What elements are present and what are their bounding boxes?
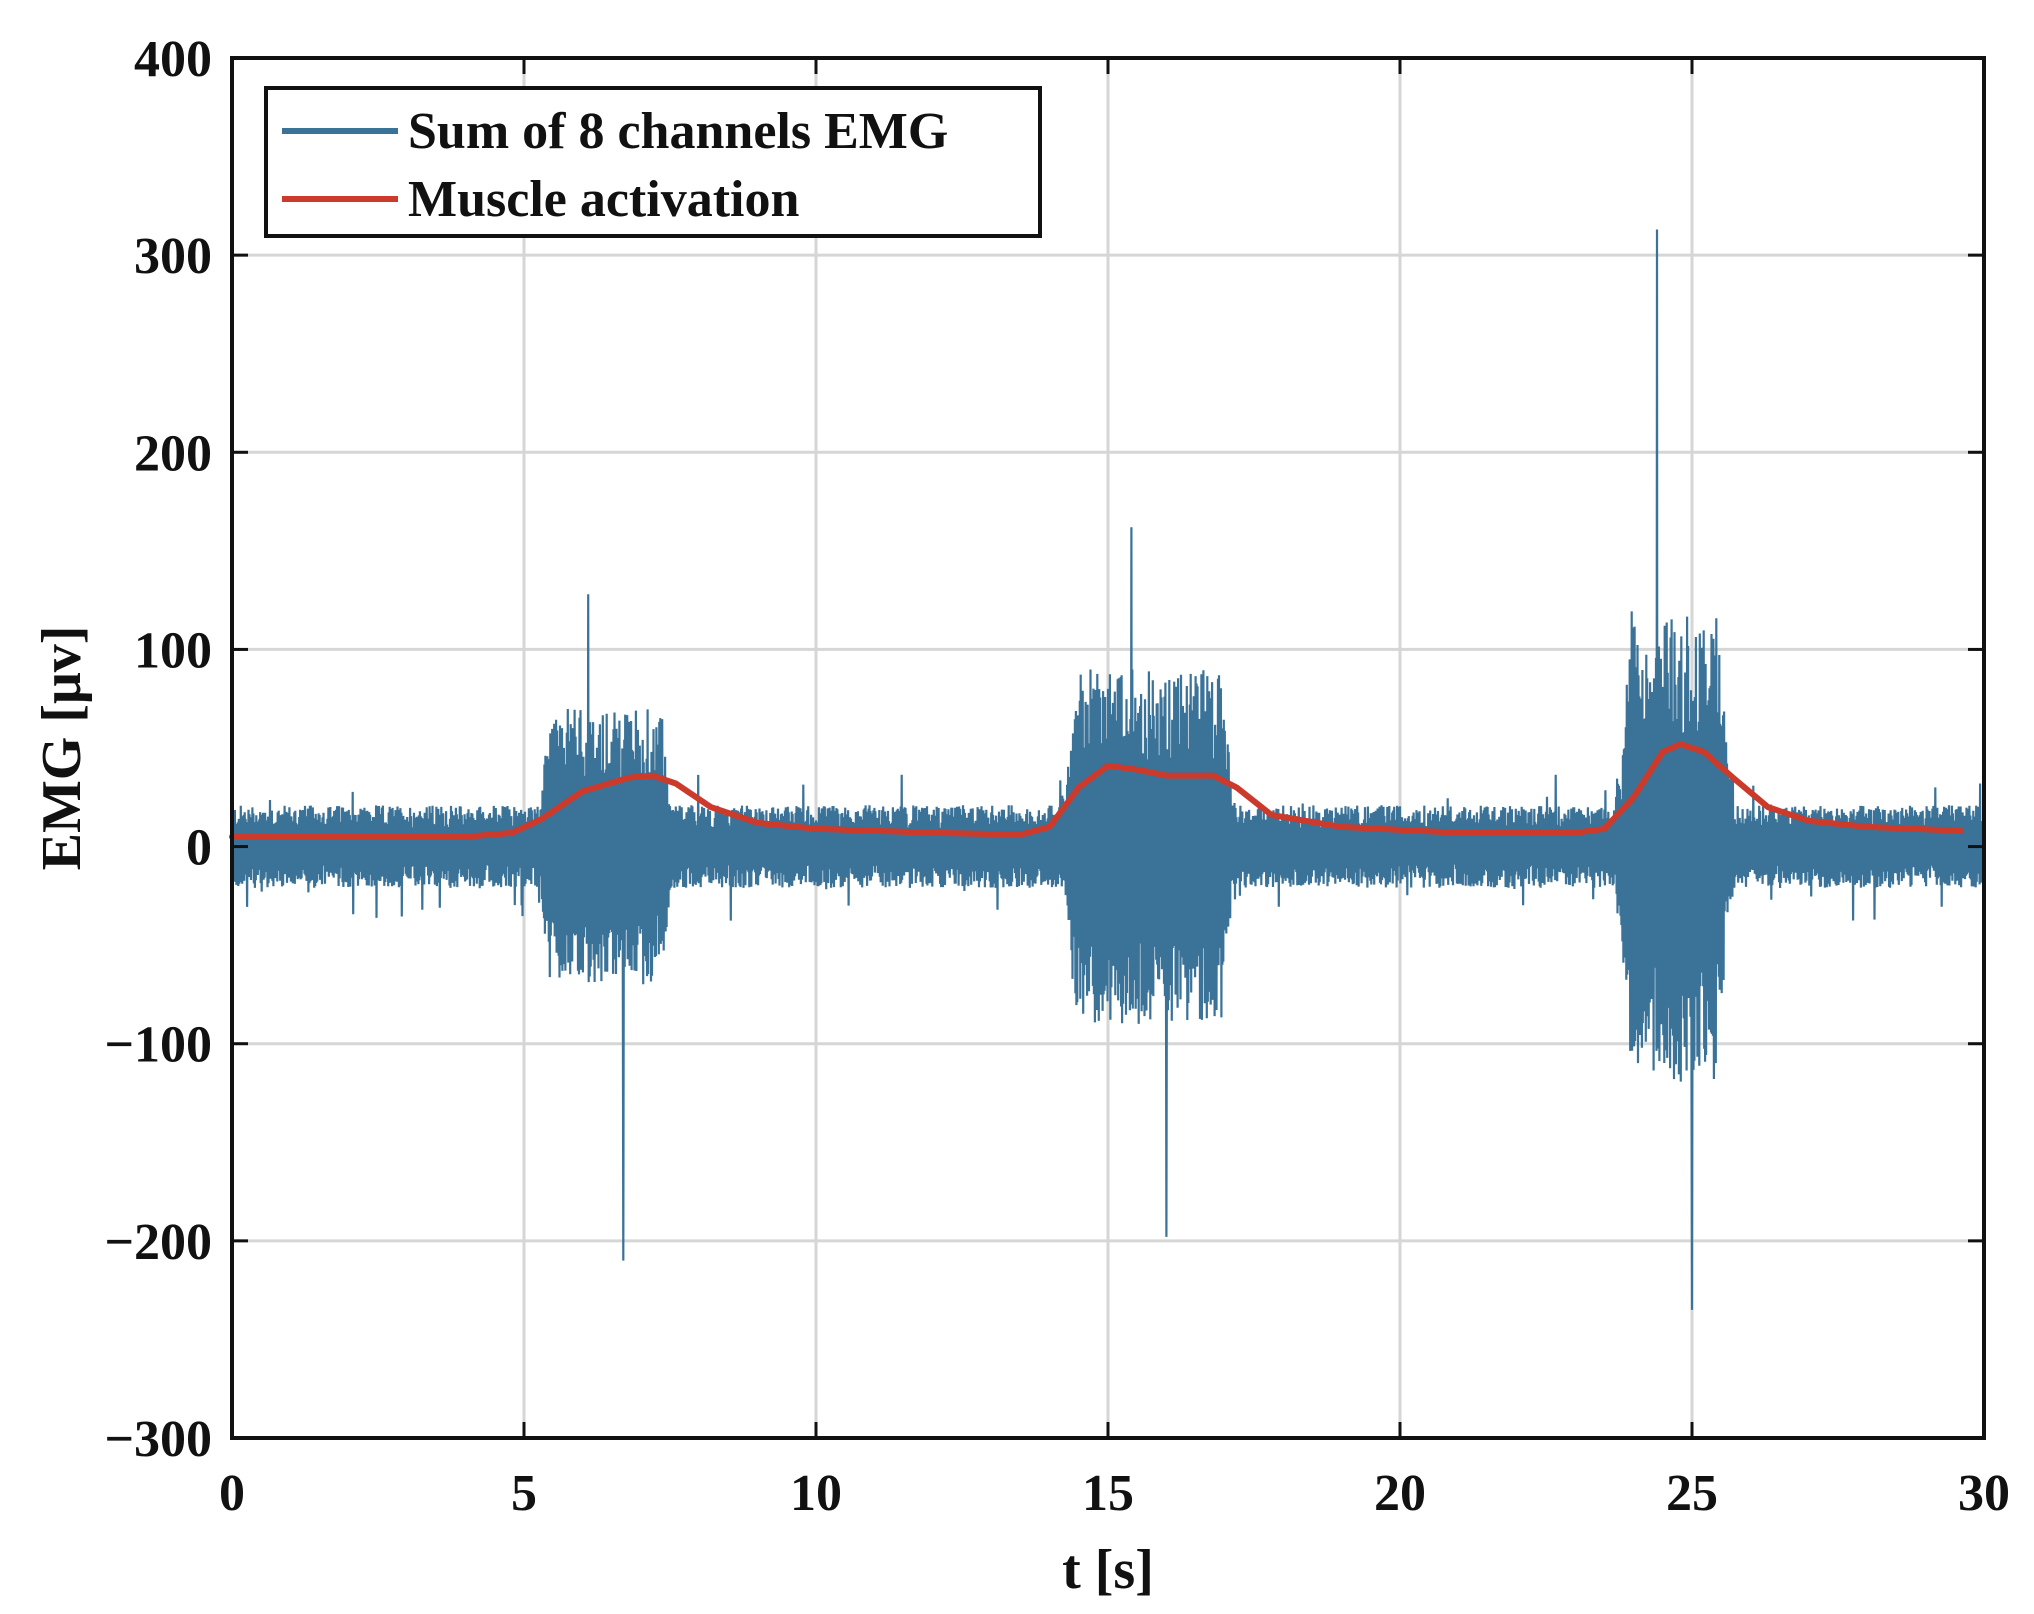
x-tick-label: 0 [219, 1465, 245, 1522]
x-tick-label: 5 [511, 1465, 537, 1522]
y-tick-label: −300 [104, 1411, 212, 1468]
muscle-activation-line [229, 741, 1964, 840]
legend: Sum of 8 channels EMG Muscle activation [264, 86, 1042, 238]
x-tick-label: 20 [1374, 1465, 1426, 1522]
y-tick-label: 200 [134, 425, 212, 482]
y-tick-label: 300 [134, 228, 212, 285]
series-muscle-activation [229, 741, 1964, 840]
emg-signal-line [230, 229, 1986, 1310]
y-tick-label: 0 [186, 820, 212, 877]
legend-label-activation: Muscle activation [408, 171, 799, 228]
x-tick-label: 15 [1082, 1465, 1134, 1522]
x-tick-label: 30 [1958, 1465, 2010, 1522]
axis-ticks [230, 56, 1986, 1440]
y-tick-label: 400 [134, 31, 212, 88]
x-tick-label: 25 [1666, 1465, 1718, 1522]
y-tick-label: −100 [104, 1017, 212, 1074]
y-tick-label: −200 [104, 1214, 212, 1271]
x-axis-title: t [s] [1062, 1539, 1154, 1601]
legend-box [264, 86, 1042, 238]
legend-label-emg: Sum of 8 channels EMG [408, 103, 948, 160]
y-tick-labels: −300 −200 −100 0 100 200 300 400 [104, 31, 212, 1468]
series-sum-of-8-channels-emg [230, 229, 1986, 1310]
y-axis-title: EMG [μv] [31, 626, 93, 871]
x-tick-labels: 0 5 10 15 20 25 30 [219, 1465, 2010, 1522]
x-tick-label: 10 [790, 1465, 842, 1522]
y-tick-label: 100 [134, 622, 212, 679]
